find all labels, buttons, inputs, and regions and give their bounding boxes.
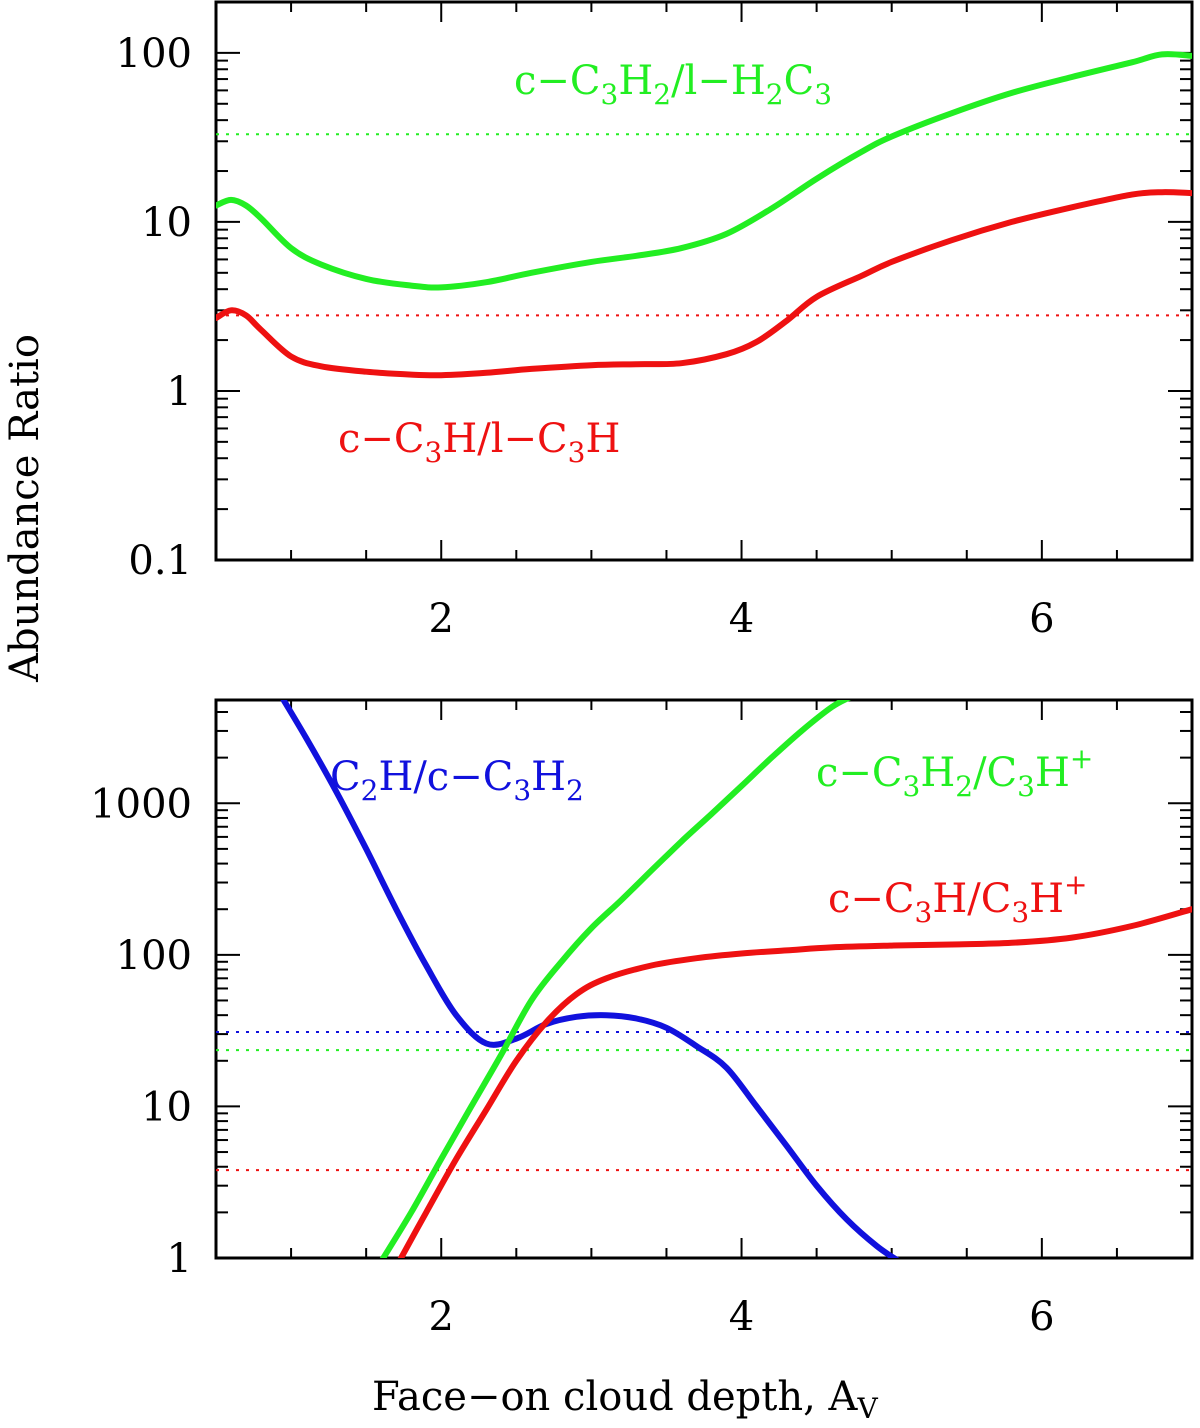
top-annotation-green: c−C3H2/l−H2C3 (514, 58, 832, 111)
bottom-series-c2h-c-c3h2 (280, 700, 900, 1258)
top-series-group (216, 51, 1192, 379)
top-annotation-part: /l−H (671, 58, 766, 104)
bottom-annotation-part: 3 (915, 896, 933, 929)
top-annotation-red: c−C3H/l−C3H (338, 416, 620, 469)
bottom-annotation-part: H (531, 754, 566, 800)
bottom-annotation-part: c−C (828, 876, 915, 922)
bottom-series-group (280, 700, 1192, 1258)
bottom-ytick-label: 1 (167, 1236, 192, 1282)
bottom-ytick-label: 10 (141, 1084, 192, 1130)
bottom-annotation-part: 3 (1011, 896, 1029, 929)
bottom-series-c-c3h-c3h (397, 906, 1192, 1258)
top-annotation-part: 3 (601, 78, 619, 111)
top-ytick-label: 100 (116, 31, 192, 77)
top-annotation-part: c−C (514, 58, 601, 104)
bottom-annotation-part: 3 (903, 770, 921, 803)
bottom-annotation-part: + (1070, 742, 1093, 775)
bottom-ytick-label: 100 (116, 933, 192, 979)
bottom-annotation-green: c−C3H2/C3H+ (816, 742, 1093, 803)
top-plot-frame (214, 0, 1194, 562)
top-ytick-label: 0.1 (128, 538, 192, 584)
bottom-annotation-part: C (330, 754, 361, 800)
bottom-annotation-blue: C2H/c−C3H2 (330, 754, 584, 807)
y-axis-title: Abundance Ratio (2, 334, 48, 683)
top-xtick-label: 4 (729, 596, 754, 642)
x-axis-title-sub: V (856, 1392, 878, 1425)
top-ytick-label: 10 (141, 200, 192, 246)
top-annotation-part: 3 (425, 436, 443, 469)
bottom-annotation-red: c−C3H/C3H+ (828, 868, 1088, 929)
bottom-xtick-label: 2 (429, 1294, 454, 1340)
bottom-annotation-part: 2 (566, 774, 584, 807)
top-annotation-part: 3 (568, 436, 586, 469)
bottom-annotation-part: 2 (361, 774, 379, 807)
top-xtick-label: 6 (1029, 596, 1054, 642)
bottom-annotation-part: c−C (816, 750, 903, 796)
bottom-annotation-part: + (1064, 868, 1087, 901)
top-annotation-part: 2 (653, 78, 671, 111)
top-annotation-part: H (618, 58, 653, 104)
top-annotation-part: H (585, 416, 620, 462)
top-annotation-part: c−C (338, 416, 425, 462)
bottom-annotation-part: H (1035, 750, 1070, 796)
top-annotation-part: H/l−C (442, 416, 567, 462)
bottom-annotation-part: H/C (932, 876, 1011, 922)
bottom-series-c-c3h2-c3h (379, 700, 851, 1258)
bottom-xtick-label: 6 (1029, 1294, 1054, 1340)
top-xtick-label: 2 (429, 596, 454, 642)
top-ytick-label: 1 (167, 369, 192, 415)
top-series-c-c3h2-l-h2c3 (216, 51, 1192, 291)
bottom-annotation-part: H (920, 750, 955, 796)
bottom-annotation-part: 2 (955, 770, 973, 803)
top-annotation-part: 2 (766, 78, 784, 111)
top-annotation-part: 3 (814, 78, 832, 111)
bottom-ytick-label: 1000 (90, 781, 192, 827)
bottom-annotation-part: 3 (1017, 770, 1035, 803)
x-axis-title-main: Face−on cloud depth, A (372, 1374, 859, 1420)
top-series-c-c3h-l-c3h (216, 189, 1192, 379)
top-annotation-part: C (784, 58, 815, 104)
bottom-annotation-part: H/c−C (378, 754, 513, 800)
x-axis-title: Face−on cloud depth, AV (372, 1374, 878, 1425)
bottom-annotation-part: 3 (513, 774, 531, 807)
bottom-annotation-part: /C (973, 750, 1017, 796)
bottom-xtick-label: 4 (729, 1294, 754, 1340)
bottom-annotation-part: H (1029, 876, 1064, 922)
